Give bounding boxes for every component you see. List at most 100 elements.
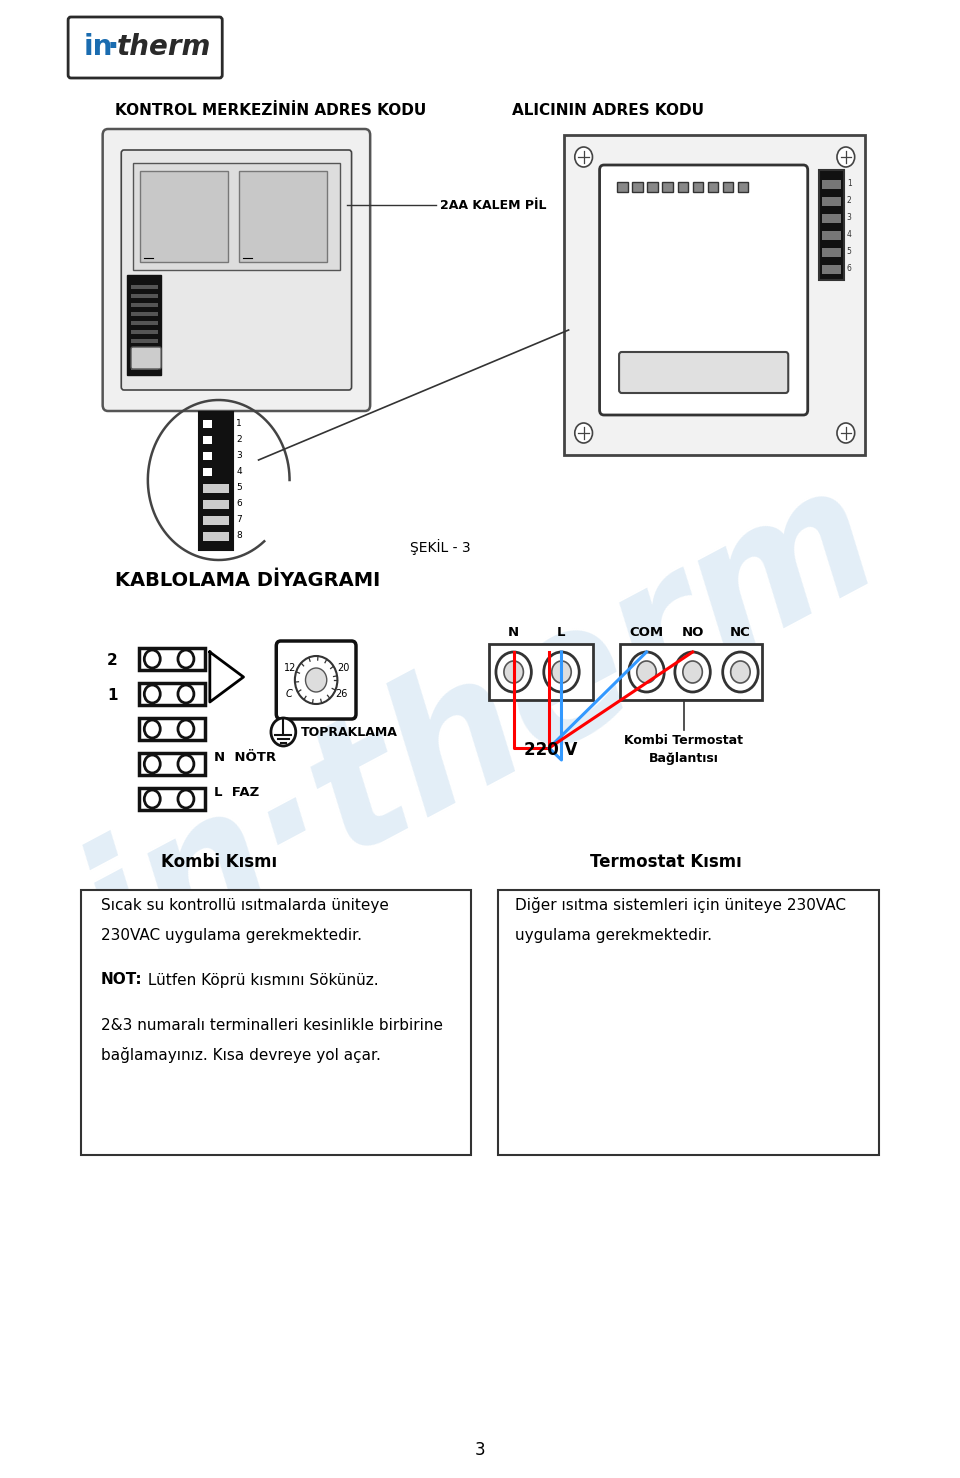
Bar <box>633 182 643 192</box>
Bar <box>489 644 593 701</box>
Bar <box>128 275 161 375</box>
Text: 7: 7 <box>236 514 242 523</box>
Text: uygulama gerekmektedir.: uygulama gerekmektedir. <box>516 928 712 943</box>
Circle shape <box>144 650 160 668</box>
Text: therm: therm <box>117 33 211 61</box>
Text: NC: NC <box>730 625 751 638</box>
Bar <box>497 890 878 1154</box>
Bar <box>82 890 471 1154</box>
FancyBboxPatch shape <box>68 18 223 78</box>
FancyBboxPatch shape <box>619 352 788 393</box>
Circle shape <box>178 720 194 738</box>
Bar <box>203 532 229 541</box>
Text: Bağlantısı: Bağlantısı <box>649 751 719 764</box>
Bar <box>131 285 157 290</box>
Bar <box>822 214 841 223</box>
Bar <box>131 321 157 325</box>
Text: TOPRAKLAMA: TOPRAKLAMA <box>301 726 398 739</box>
Bar <box>692 182 704 192</box>
Text: 5: 5 <box>236 482 242 492</box>
Bar <box>131 303 157 307</box>
Text: 8: 8 <box>236 531 242 539</box>
FancyBboxPatch shape <box>131 347 161 370</box>
Text: 4: 4 <box>236 467 242 476</box>
Text: 220 V: 220 V <box>524 740 578 760</box>
Text: 2: 2 <box>236 435 242 443</box>
Text: 1: 1 <box>108 687 118 702</box>
Bar <box>203 452 211 460</box>
FancyBboxPatch shape <box>139 647 205 670</box>
Circle shape <box>496 652 532 692</box>
Text: 12: 12 <box>284 664 297 672</box>
Bar <box>819 170 844 279</box>
Text: 6: 6 <box>236 498 242 507</box>
Text: 1: 1 <box>236 418 242 427</box>
Text: 2: 2 <box>847 195 852 204</box>
Bar <box>132 163 340 270</box>
FancyBboxPatch shape <box>139 718 205 740</box>
Circle shape <box>723 652 758 692</box>
FancyBboxPatch shape <box>139 683 205 705</box>
Text: in: in <box>84 33 112 61</box>
Text: COM: COM <box>630 625 663 638</box>
Circle shape <box>575 146 592 167</box>
Text: ŞEKİL - 3: ŞEKİL - 3 <box>410 539 470 554</box>
FancyBboxPatch shape <box>276 641 356 718</box>
Bar <box>822 265 841 273</box>
Text: Diğer ısıtma sistemleri için üniteye 230VAC: Diğer ısıtma sistemleri için üniteye 230… <box>516 897 847 913</box>
FancyBboxPatch shape <box>600 166 807 415</box>
Circle shape <box>629 652 664 692</box>
Text: NO: NO <box>682 625 704 638</box>
FancyBboxPatch shape <box>139 788 205 810</box>
Bar <box>617 182 628 192</box>
Bar <box>647 182 658 192</box>
Circle shape <box>504 661 523 683</box>
Bar <box>239 171 326 262</box>
Circle shape <box>178 684 194 704</box>
Bar <box>131 312 157 316</box>
Circle shape <box>837 423 854 443</box>
Circle shape <box>305 668 326 692</box>
Circle shape <box>271 718 296 746</box>
Bar <box>203 469 211 476</box>
FancyBboxPatch shape <box>121 149 351 390</box>
Bar <box>131 338 157 343</box>
Circle shape <box>144 755 160 773</box>
Text: 2: 2 <box>107 652 118 668</box>
Bar <box>203 483 229 494</box>
Bar <box>203 516 229 525</box>
Bar <box>678 182 688 192</box>
Text: 20: 20 <box>337 664 349 672</box>
Text: Sıcak su kontrollü ısıtmalarda üniteye: Sıcak su kontrollü ısıtmalarda üniteye <box>101 897 389 912</box>
Text: NOT:: NOT: <box>101 973 142 987</box>
Circle shape <box>295 656 337 704</box>
Bar <box>822 197 841 205</box>
Circle shape <box>552 661 571 683</box>
Bar <box>620 644 761 701</box>
Bar <box>131 367 157 370</box>
Text: 3: 3 <box>236 451 242 460</box>
Bar <box>131 358 157 361</box>
Circle shape <box>144 791 160 808</box>
Bar <box>822 248 841 257</box>
Circle shape <box>636 661 657 683</box>
Text: 1: 1 <box>847 179 852 188</box>
Circle shape <box>144 720 160 738</box>
Text: KABLOLAMA DİYAGRAMI: KABLOLAMA DİYAGRAMI <box>115 571 380 590</box>
Text: C: C <box>286 689 293 699</box>
Bar <box>662 182 673 192</box>
Bar <box>737 182 749 192</box>
Text: 4: 4 <box>847 229 852 238</box>
Text: 6: 6 <box>847 263 852 272</box>
Circle shape <box>683 661 703 683</box>
Bar <box>822 180 841 189</box>
Circle shape <box>575 423 592 443</box>
Text: ·: · <box>107 31 119 64</box>
FancyBboxPatch shape <box>139 752 205 774</box>
FancyBboxPatch shape <box>103 129 371 411</box>
Circle shape <box>731 661 750 683</box>
Bar <box>723 182 733 192</box>
Circle shape <box>178 791 194 808</box>
Text: 3: 3 <box>474 1441 486 1459</box>
Text: N: N <box>508 625 519 638</box>
